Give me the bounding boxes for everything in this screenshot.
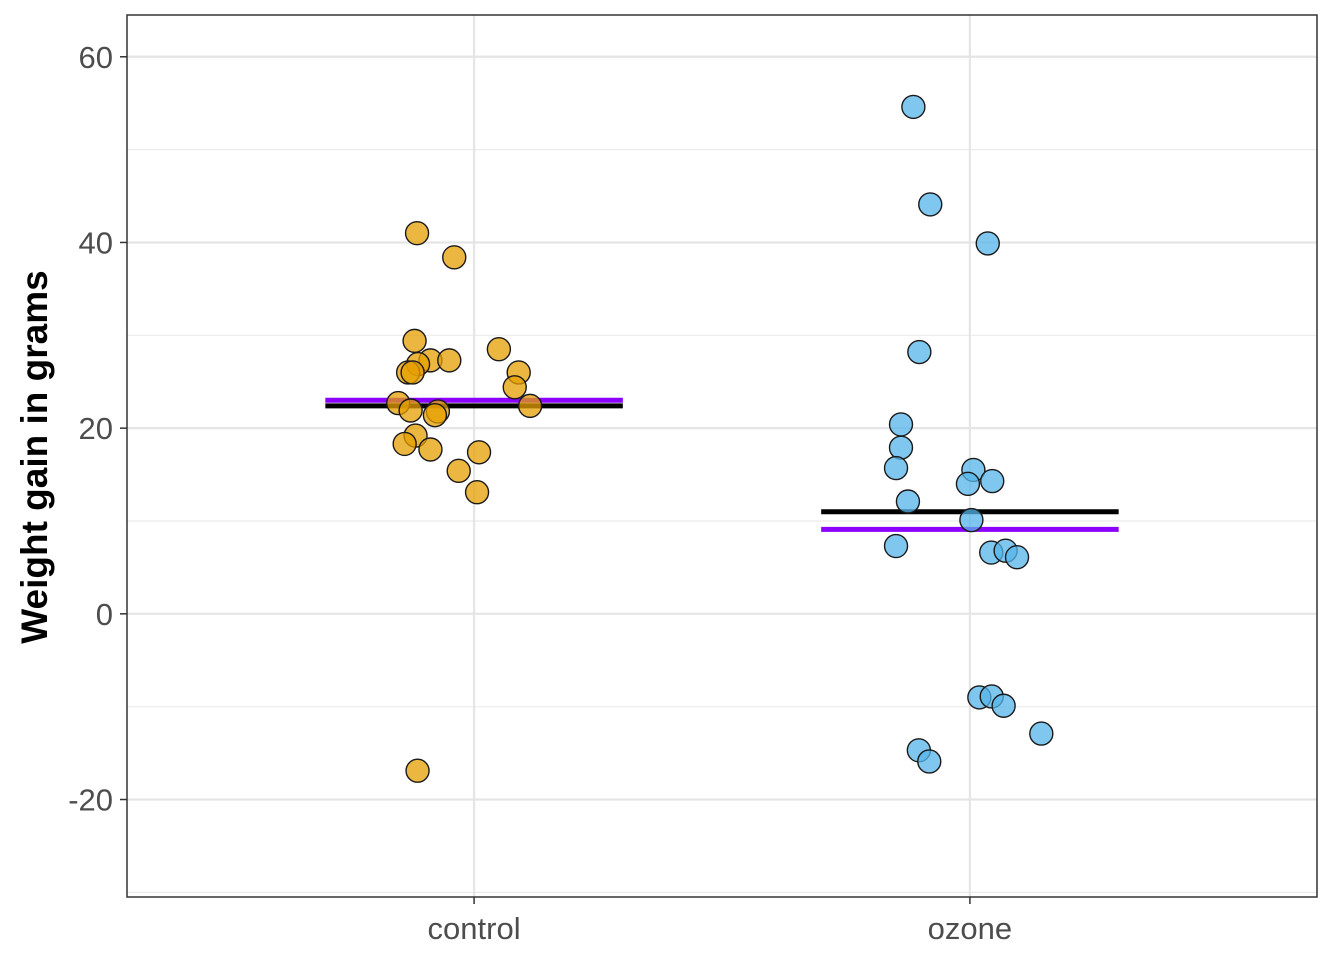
data-point [917,749,942,774]
data-point [883,533,909,559]
y-tick-label: 40 [79,225,113,260]
data-point [901,94,926,120]
data-point [888,435,914,460]
y-tick-label: 0 [96,597,113,632]
data-point [486,337,512,362]
data-point [980,468,1005,494]
axes: -20 0 20 40 60 control ozone [68,40,1012,946]
data-point [991,693,1016,718]
plot-panel [127,15,1317,897]
y-tick-label: 60 [79,40,113,75]
data-point [464,480,490,505]
data-point [442,245,467,270]
plot-border [126,14,1318,898]
data-point [888,412,914,437]
data-point [437,348,462,373]
data-point [404,220,430,246]
data-point [502,375,527,400]
data-point [907,339,932,365]
data-point [466,440,492,465]
data-point [422,402,448,428]
data-point [895,489,921,514]
data-points [386,94,1054,783]
data-point [402,328,427,354]
y-tick-label: -20 [68,783,113,818]
data-point [975,231,1000,256]
y-tick-label: 20 [79,411,113,446]
data-point [1029,721,1054,746]
x-tick-label: control [428,911,521,946]
data-point [918,192,943,217]
data-point [959,507,984,533]
data-point [398,398,423,423]
data-point [883,455,909,481]
data-point [400,360,425,385]
data-point [517,393,543,419]
data-point [392,431,417,457]
y-axis-title: Weight gain in grams [14,270,55,643]
data-point [405,758,430,783]
data-point [418,437,443,462]
data-point [446,458,471,484]
data-point [955,471,981,497]
x-tick-label: ozone [928,911,1012,946]
data-point [1004,544,1030,570]
